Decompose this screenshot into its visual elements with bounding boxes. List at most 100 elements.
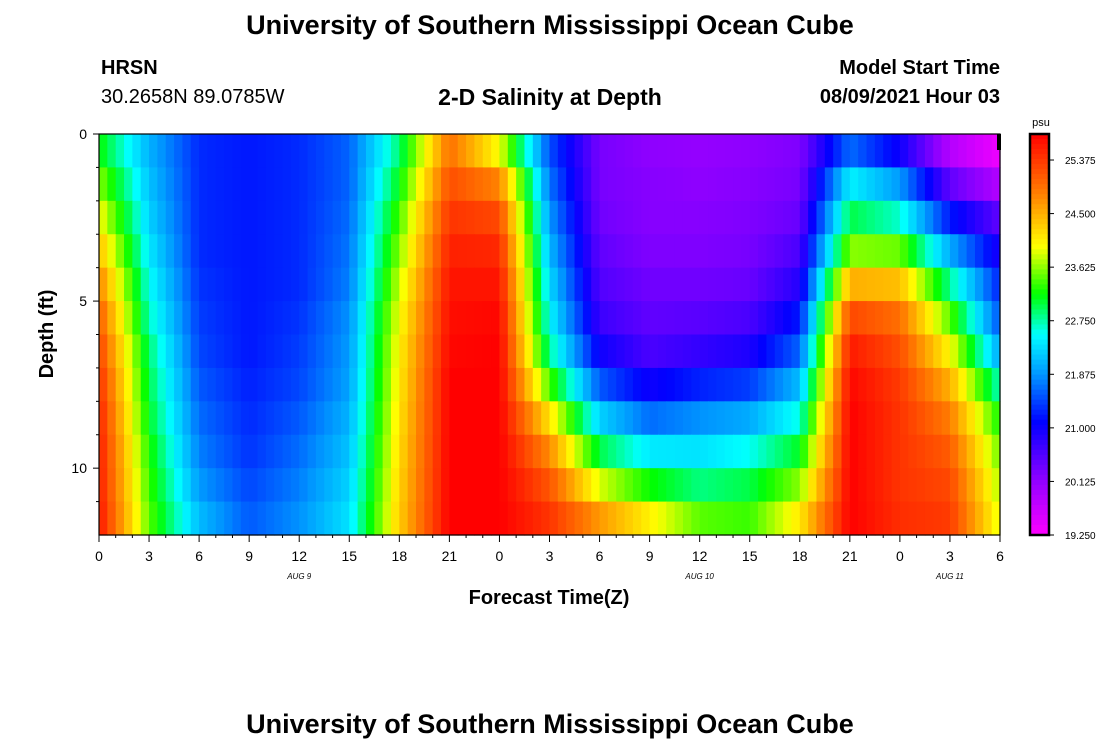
heatmap-cell bbox=[741, 468, 751, 503]
heatmap-cell bbox=[791, 468, 801, 503]
x-tick-label: 18 bbox=[792, 548, 808, 564]
heatmap-cell bbox=[382, 301, 392, 336]
heatmap-cell bbox=[574, 200, 584, 235]
heatmap-cell bbox=[390, 200, 400, 235]
heatmap-cell bbox=[783, 234, 793, 269]
heatmap-cell bbox=[407, 267, 417, 302]
heatmap-cell bbox=[149, 167, 158, 202]
y-tick-label: 5 bbox=[79, 293, 87, 309]
heatmap-cell bbox=[716, 234, 726, 269]
heatmap-cell bbox=[682, 434, 692, 469]
heatmap-cell bbox=[791, 301, 801, 336]
date-label: AUG 9 bbox=[286, 572, 312, 581]
heatmap-cell bbox=[357, 134, 367, 169]
heatmap-cell bbox=[491, 234, 501, 269]
heatmap-cell bbox=[457, 234, 467, 269]
heatmap-cell bbox=[157, 234, 167, 269]
heatmap-cell bbox=[749, 334, 759, 369]
heatmap-cell bbox=[541, 367, 551, 402]
heatmap-cell bbox=[983, 134, 993, 169]
heatmap-cell bbox=[566, 134, 576, 169]
heatmap-cell bbox=[858, 301, 868, 336]
heatmap-cell bbox=[466, 200, 476, 235]
heatmap-cell bbox=[416, 434, 425, 469]
heatmap-cell bbox=[657, 267, 667, 302]
heatmap-cell bbox=[274, 401, 284, 436]
heatmap-cell bbox=[766, 301, 776, 336]
heatmap-cell bbox=[816, 334, 826, 369]
heatmap-cell bbox=[616, 267, 626, 302]
heatmap-cell bbox=[649, 367, 659, 402]
colorbar-segment bbox=[1030, 239, 1049, 245]
heatmap-cell bbox=[591, 167, 601, 202]
heatmap-cell bbox=[774, 301, 784, 336]
heatmap-cell bbox=[157, 134, 167, 169]
heatmap-cell bbox=[774, 234, 784, 269]
heatmap-cell bbox=[432, 501, 442, 536]
heatmap-cell bbox=[399, 267, 409, 302]
heatmap-cell bbox=[641, 334, 651, 369]
heatmap-cell bbox=[733, 234, 742, 269]
heatmap-cell bbox=[699, 434, 709, 469]
heatmap-cell bbox=[841, 367, 851, 402]
heatmap-cell bbox=[741, 134, 751, 169]
heatmap-cell bbox=[691, 301, 701, 336]
heatmap-cell bbox=[299, 301, 309, 336]
heatmap-cell bbox=[674, 401, 684, 436]
heatmap-cell bbox=[791, 501, 801, 536]
heatmap-cell bbox=[182, 167, 192, 202]
colorbar-segment bbox=[1030, 259, 1049, 265]
heatmap-cell bbox=[924, 334, 934, 369]
heatmap-cell bbox=[507, 134, 517, 169]
heatmap-cell bbox=[933, 468, 943, 503]
heatmap-cells bbox=[99, 134, 1001, 536]
heatmap-cell bbox=[491, 468, 501, 503]
heatmap-cell bbox=[766, 401, 776, 436]
heatmap-cell bbox=[132, 434, 142, 469]
heatmap-cell bbox=[699, 167, 709, 202]
heatmap-cell bbox=[340, 301, 350, 336]
heatmap-cell bbox=[290, 267, 300, 302]
heatmap-cell bbox=[808, 301, 818, 336]
heatmap-cell bbox=[432, 267, 442, 302]
heatmap-cell bbox=[491, 301, 501, 336]
heatmap-cell bbox=[524, 434, 534, 469]
heatmap-cell bbox=[407, 200, 417, 235]
heatmap-cell bbox=[365, 334, 375, 369]
heatmap-cell bbox=[149, 301, 158, 336]
heatmap-cell bbox=[549, 167, 559, 202]
heatmap-cell bbox=[299, 334, 309, 369]
heatmap-cell bbox=[749, 267, 759, 302]
heatmap-cell bbox=[232, 468, 242, 503]
heatmap-cell bbox=[958, 468, 968, 503]
heatmap-cell bbox=[849, 501, 859, 536]
heatmap-cell bbox=[958, 434, 968, 469]
heatmap-cell bbox=[199, 200, 209, 235]
heatmap-cell bbox=[190, 434, 200, 469]
heatmap-cell bbox=[324, 134, 334, 169]
heatmap-cell bbox=[974, 234, 984, 269]
heatmap-cell bbox=[466, 367, 476, 402]
heatmap-cell bbox=[607, 334, 617, 369]
heatmap-cell bbox=[524, 301, 534, 336]
heatmap-cell bbox=[132, 334, 142, 369]
heatmap-cell bbox=[933, 234, 943, 269]
heatmap-cell bbox=[891, 334, 901, 369]
heatmap-cell bbox=[849, 468, 859, 503]
heatmap-cell bbox=[390, 468, 400, 503]
heatmap-cell bbox=[941, 200, 951, 235]
heatmap-cell bbox=[207, 468, 217, 503]
heatmap-cell bbox=[507, 267, 517, 302]
heatmap-cell bbox=[616, 501, 626, 536]
heatmap-cell bbox=[949, 501, 959, 536]
colorbar-segment bbox=[1030, 504, 1049, 511]
heatmap-cell bbox=[332, 468, 342, 503]
heatmap-cell bbox=[140, 200, 150, 235]
heatmap-cell bbox=[157, 301, 167, 336]
heatmap-cell bbox=[783, 267, 793, 302]
heatmap-cell bbox=[99, 468, 108, 503]
heatmap-cell bbox=[240, 134, 250, 169]
heatmap-cell bbox=[190, 401, 200, 436]
colorbar-tick-label: 19.250 bbox=[1065, 531, 1096, 542]
heatmap-cell bbox=[274, 134, 284, 169]
